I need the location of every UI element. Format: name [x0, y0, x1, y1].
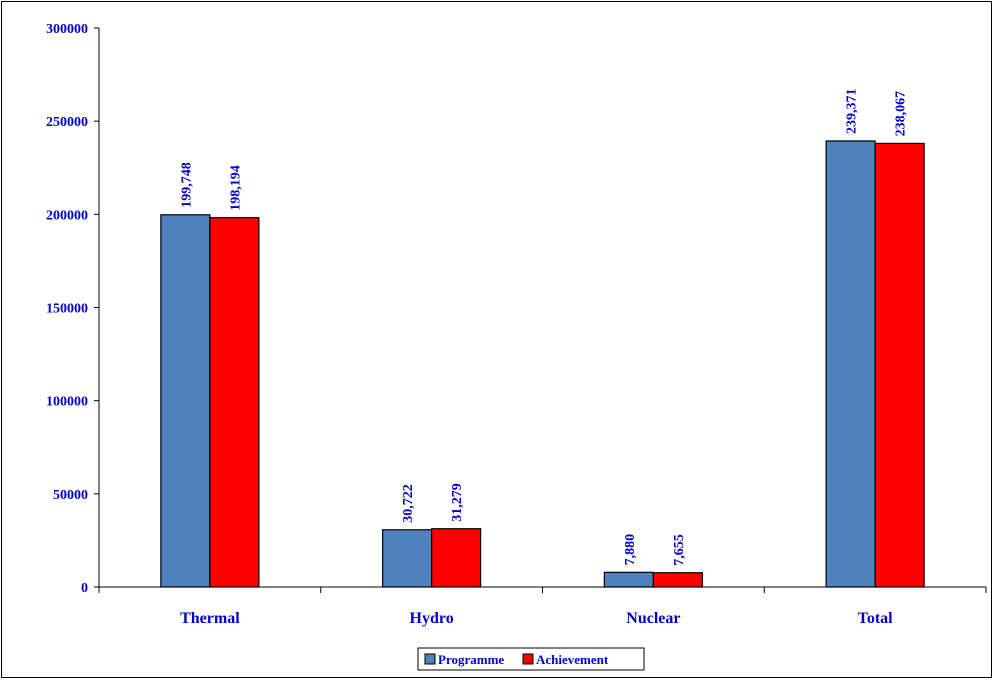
legend-label-achievement: Achievement — [536, 652, 609, 667]
data-label: 198,194 — [228, 165, 243, 211]
bar-programme-hydro — [382, 529, 433, 588]
data-label: 30,722 — [401, 484, 416, 523]
y-tick-label: 200000 — [46, 208, 88, 223]
data-label: 31,279 — [450, 483, 465, 522]
bar-achievement-thermal — [209, 217, 260, 588]
data-label: 199,748 — [179, 162, 194, 208]
data-label: 7,655 — [672, 534, 687, 566]
bar-programme-nuclear — [603, 571, 654, 588]
data-label: 238,067 — [894, 91, 909, 137]
data-label: 7,880 — [623, 534, 638, 566]
y-tick-label: 300000 — [46, 22, 88, 37]
bar-achievement-total — [874, 142, 925, 588]
data-label: 239,371 — [845, 88, 860, 134]
legend-swatch-achievement — [522, 653, 534, 665]
y-tick-label: 50000 — [53, 488, 88, 503]
y-tick-label: 150000 — [46, 302, 88, 317]
x-category-label: Hydro — [410, 610, 454, 627]
y-tick-label: 100000 — [46, 395, 88, 410]
legend-swatch-programme — [424, 653, 436, 665]
x-category-label: Nuclear — [626, 610, 680, 627]
legend-label-programme: Programme — [438, 652, 504, 667]
bar-achievement-nuclear — [652, 572, 703, 588]
y-tick-label: 250000 — [46, 115, 88, 130]
bar-achievement-hydro — [431, 528, 482, 588]
bar-programme-total — [825, 140, 876, 588]
x-category-label: Total — [858, 610, 894, 627]
bar-programme-thermal — [160, 214, 211, 588]
x-category-label: Thermal — [180, 610, 240, 627]
y-tick-label: 0 — [81, 581, 88, 596]
